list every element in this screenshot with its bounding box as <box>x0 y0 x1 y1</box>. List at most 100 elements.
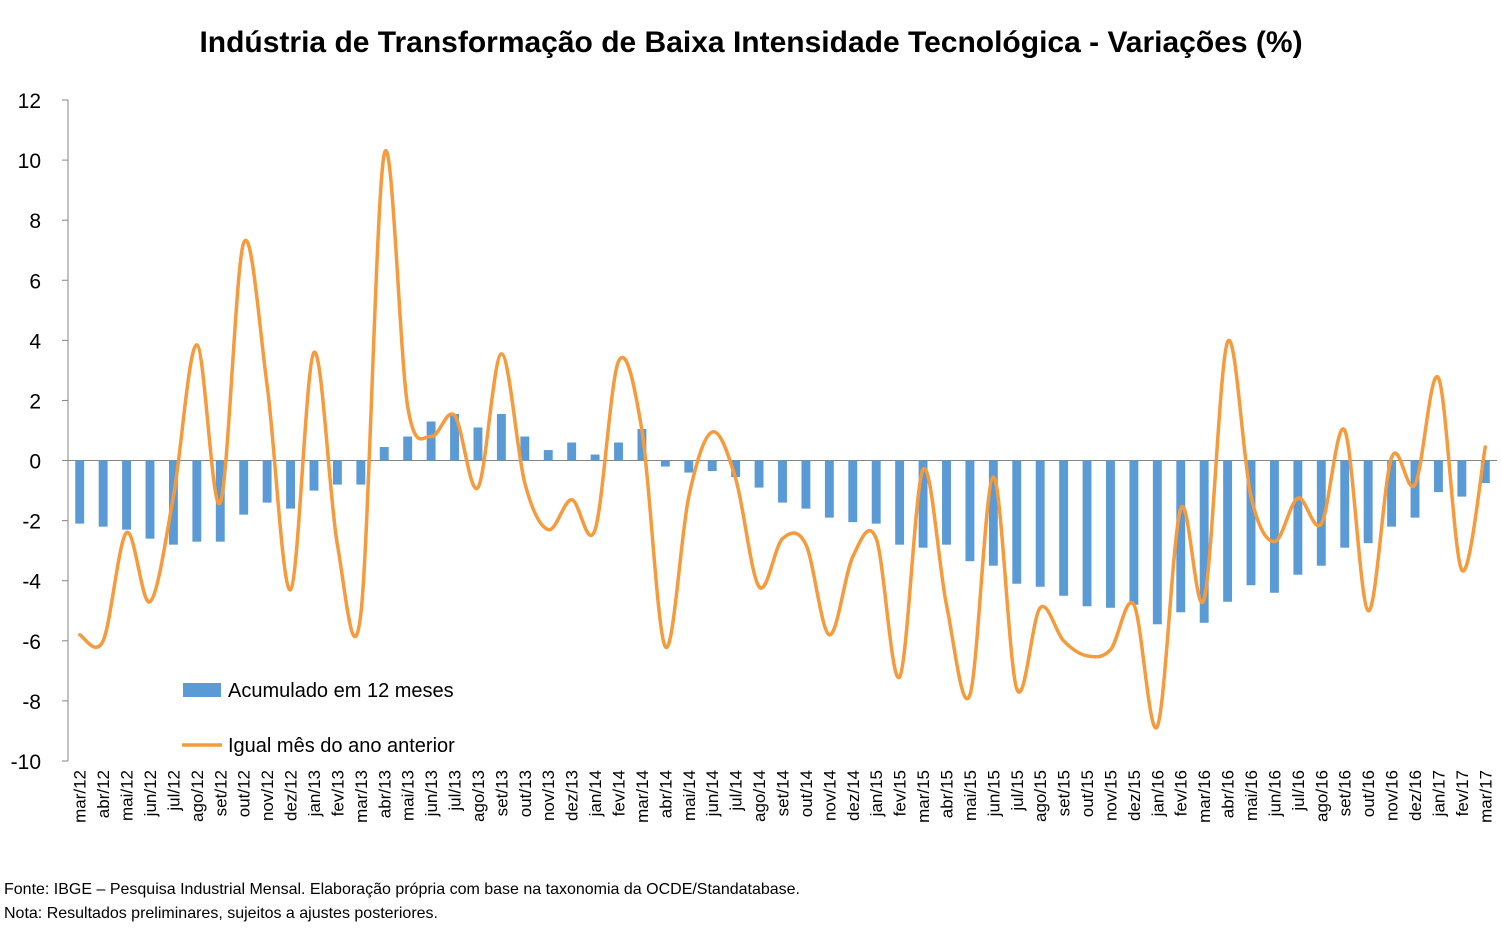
x-tick-label: mai/15 <box>961 770 980 821</box>
y-tick-label: -2 <box>22 511 41 534</box>
chart-title: Indústria de Transformação de Baixa Inte… <box>199 26 1302 59</box>
x-tick-label: ago/12 <box>188 770 207 822</box>
x-tick-label: mar/16 <box>1195 770 1214 823</box>
x-tick-label: set/14 <box>774 770 793 816</box>
bar <box>1457 460 1467 497</box>
x-tick-label: jun/12 <box>141 770 160 817</box>
bar <box>98 460 108 527</box>
legend-bar-swatch <box>183 683 221 697</box>
x-tick-label: set/12 <box>211 770 230 816</box>
y-tick-label: -10 <box>11 751 41 774</box>
bar <box>1106 460 1115 608</box>
x-tick-label: out/15 <box>1078 770 1097 817</box>
line-series-igual-mes <box>77 149 1488 730</box>
y-tick-label: 10 <box>18 150 41 173</box>
x-tick-label: set/15 <box>1055 770 1074 816</box>
bar <box>145 460 155 539</box>
bar <box>520 436 530 461</box>
bar <box>754 460 764 488</box>
bar <box>801 460 811 509</box>
bar <box>1410 460 1420 518</box>
bar <box>122 460 132 530</box>
x-tick-label: abr/14 <box>656 770 675 818</box>
x-tick-label: jun/14 <box>703 770 722 817</box>
bar <box>848 460 858 523</box>
bar <box>778 460 787 503</box>
bar <box>1129 460 1139 605</box>
bar <box>1223 460 1233 602</box>
y-tick-label: -6 <box>22 631 41 654</box>
bar <box>918 460 928 548</box>
y-tick-label: 8 <box>29 210 41 233</box>
x-tick-label: fev/14 <box>610 770 629 816</box>
x-tick-label: nov/12 <box>258 770 277 821</box>
bar <box>707 460 717 472</box>
x-tick-label: fev/15 <box>891 770 910 816</box>
x-tick-label: nov/16 <box>1383 770 1402 821</box>
legend-bar-label: Acumulado em 12 meses <box>228 680 454 702</box>
x-tick-label: dez/15 <box>1125 770 1144 821</box>
bar <box>1176 460 1186 613</box>
x-tick-label: mai/16 <box>1242 770 1261 821</box>
bar <box>1387 460 1397 527</box>
x-tick-label: set/16 <box>1336 770 1355 816</box>
bar <box>637 428 647 461</box>
x-tick-label: jun/13 <box>422 770 441 817</box>
y-tick-label: -4 <box>22 571 41 594</box>
x-tick-label: jan/14 <box>586 770 605 817</box>
bar <box>75 460 85 524</box>
x-tick-label: abr/16 <box>1219 770 1238 818</box>
x-tick-label: out/13 <box>516 770 535 817</box>
x-axis: mar/12 abr/12 mai/12 jun/12 jul/12 ago/12 set/… <box>68 460 1497 823</box>
y-tick-label: -8 <box>22 691 41 714</box>
bar <box>332 460 342 485</box>
x-tick-label: jun/16 <box>1265 770 1284 817</box>
x-tick-label: jul/14 <box>727 770 746 812</box>
x-tick-label: dez/16 <box>1406 770 1425 821</box>
x-tick-label: jul/12 <box>164 770 183 812</box>
x-tick-label: abr/13 <box>375 770 394 818</box>
bar <box>309 460 319 491</box>
y-tick-label: 2 <box>29 390 41 413</box>
series-line <box>77 149 1488 730</box>
x-tick-label: ago/16 <box>1312 770 1331 822</box>
x-tick-label: jan/17 <box>1429 770 1448 817</box>
x-tick-label: out/14 <box>797 770 816 817</box>
x-tick-label: fev/16 <box>1172 770 1191 816</box>
x-tick-label: fev/13 <box>328 770 347 816</box>
legend-line-label: Igual mês do ano anterior <box>228 735 455 757</box>
bar <box>192 460 202 542</box>
bar <box>942 460 951 545</box>
x-tick-label: jun/15 <box>984 770 1003 817</box>
x-tick-label: dez/13 <box>563 770 582 821</box>
x-tick-label: mai/14 <box>680 770 699 821</box>
y-tick-label: 6 <box>29 270 41 293</box>
bar <box>286 460 296 509</box>
x-tick-label: mar/17 <box>1476 770 1495 823</box>
bar <box>1012 460 1022 584</box>
bar <box>614 442 623 461</box>
bar-series-acumulado <box>75 413 1490 625</box>
y-axis: 12 10 8 6 4 2 0 -2 -4 -6 -8 -10 <box>11 90 69 774</box>
bar <box>543 450 553 461</box>
x-tick-label: ago/15 <box>1031 770 1050 822</box>
bar <box>567 442 577 461</box>
x-tick-label: mar/13 <box>352 770 371 823</box>
bar <box>660 460 670 467</box>
bar <box>684 460 694 473</box>
bar <box>426 421 436 461</box>
bar <box>824 460 834 518</box>
bar <box>895 460 905 545</box>
x-tick-label: nov/15 <box>1101 770 1120 821</box>
bar <box>1269 460 1279 593</box>
x-tick-label: mar/14 <box>633 770 652 823</box>
bar <box>356 460 366 485</box>
x-tick-label: nov/14 <box>820 770 839 821</box>
bar <box>496 413 506 461</box>
x-tick-label: out/12 <box>235 770 254 817</box>
bar <box>450 413 459 461</box>
x-tick-label: jan/15 <box>867 770 886 817</box>
bar <box>1246 460 1256 586</box>
x-tick-label: nov/13 <box>539 770 558 821</box>
bar <box>262 460 272 503</box>
